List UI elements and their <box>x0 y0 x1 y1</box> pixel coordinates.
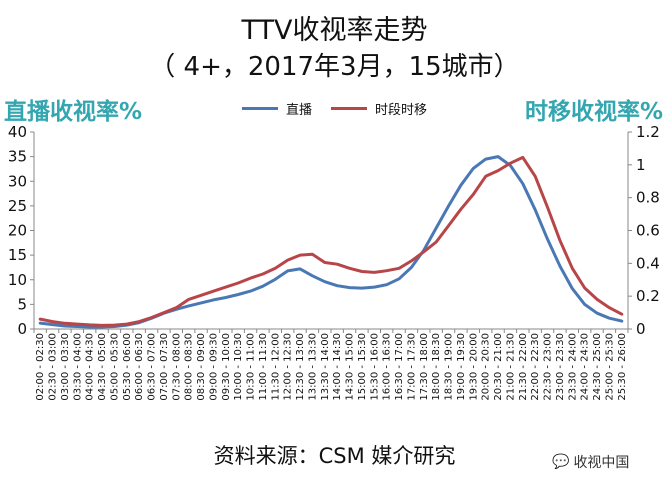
x-tick-label: 02:00 - 02:30 <box>35 333 46 401</box>
left-tick-label: 15 <box>8 246 27 264</box>
source-note: 资料来源：CSM 媒介研究 <box>213 444 456 468</box>
x-tick-label: 15:00 - 15:30 <box>357 333 368 401</box>
series-line-live <box>38 155 624 329</box>
left-tick-label: 5 <box>17 295 27 313</box>
wechat-bubble-icon: 💬 <box>552 454 570 470</box>
x-tick-label: 05:00 - 05:30 <box>109 333 120 401</box>
right-tick-label: 0.2 <box>636 287 660 305</box>
legend-label-live: 直播 <box>286 103 313 118</box>
left-tick-label: 10 <box>8 271 27 289</box>
legend-swatch-timeshift <box>331 107 367 110</box>
right-axis-title: 时移收视率% <box>524 99 663 125</box>
left-tick-label: 25 <box>8 197 27 215</box>
chart-title: TTV收视率走势 <box>241 15 428 46</box>
x-tick-label: 22:00 - 22:30 <box>530 333 541 401</box>
x-tick-label: 22:30 - 23:00 <box>543 333 554 401</box>
x-tick-label: 24:30 - 25:00 <box>592 333 603 401</box>
x-tick-label: 03:30 - 04:00 <box>72 333 83 401</box>
x-tick-label: 23:30 - 24:00 <box>567 333 578 401</box>
legend-item-timeshift: 时段时移 <box>331 99 427 118</box>
x-tick-label: 06:00 - 06:30 <box>134 333 145 401</box>
x-tick-label: 04:00 - 04:30 <box>85 333 96 401</box>
x-tick-label: 13:00 - 13:30 <box>307 333 318 401</box>
x-tick-label: 12:00 - 12:30 <box>283 333 294 401</box>
x-tick-label: 08:00 - 08:30 <box>184 333 195 401</box>
x-tick-label: 10:00 - 10:30 <box>233 333 244 401</box>
x-tick-label: 19:00 - 19:30 <box>456 333 467 401</box>
x-tick-label: 17:00 - 17:30 <box>406 333 417 401</box>
left-tick-label: 30 <box>8 172 27 190</box>
left-tick-label: 40 <box>8 123 27 141</box>
right-tick-label: 1.2 <box>636 123 660 141</box>
x-tick-label: 15:30 - 16:00 <box>369 333 380 401</box>
x-tick-label: 16:30 - 17:00 <box>394 333 405 401</box>
chart-subtitle: （ 4+，2017年3月，15城市） <box>149 52 520 82</box>
x-tick-label: 14:00 - 14:30 <box>332 333 343 401</box>
x-tick-label: 21:00 - 21:30 <box>505 333 516 401</box>
x-tick-label: 18:30 - 19:00 <box>444 333 455 401</box>
x-tick-label: 11:30 - 12:00 <box>270 333 281 401</box>
legend-label-timeshift: 时段时移 <box>375 103 428 118</box>
x-tick-label: 09:00 - 09:30 <box>208 333 219 401</box>
x-tick-label: 20:00 - 20:30 <box>481 333 492 401</box>
left-tick-label: 0 <box>17 320 27 338</box>
x-tick-label: 24:00 - 24:30 <box>580 333 591 401</box>
x-tick-label: 07:00 - 07:30 <box>159 333 170 401</box>
right-tick-label: 0.6 <box>636 222 660 240</box>
x-tick-label: 08:30 - 09:00 <box>196 333 207 401</box>
x-tick-label: 07:30 - 08:00 <box>171 333 182 401</box>
x-tick-label: 18:00 - 18:30 <box>431 333 442 401</box>
x-tick-label: 12:30 - 13:00 <box>295 333 306 401</box>
x-tick-label: 19:30 - 20:00 <box>468 333 479 401</box>
left-tick-label: 35 <box>8 148 27 166</box>
x-tick-label: 11:00 - 11:30 <box>258 333 269 401</box>
x-tick-label: 25:30 - 26:00 <box>617 333 628 401</box>
series-line-timeshift <box>38 155 624 327</box>
x-tick-label: 25:00 - 25:30 <box>604 333 615 401</box>
x-tick-label: 03:00 - 03:30 <box>60 333 71 401</box>
x-tick-label: 13:30 - 14:00 <box>320 333 331 401</box>
legend-item-live: 直播 <box>242 99 312 118</box>
right-tick-label: 1 <box>636 156 646 174</box>
left-tick-label: 20 <box>8 222 27 240</box>
watermark-text: 收视中国 <box>573 455 630 471</box>
x-tick-label: 05:30 - 06:00 <box>122 333 133 401</box>
watermark: 💬 收视中国 <box>552 452 629 472</box>
x-tick-label: 09:30 - 10:00 <box>221 333 232 401</box>
right-tick-label: 0.4 <box>636 254 660 272</box>
x-tick-label: 16:00 - 16:30 <box>382 333 393 401</box>
x-tick-label: 21:30 - 22:00 <box>518 333 529 401</box>
left-axis-title: 直播收视率% <box>4 99 143 125</box>
x-tick-label: 23:00 - 23:30 <box>555 333 566 401</box>
x-tick-label: 17:30 - 18:00 <box>419 333 430 401</box>
x-tick-label: 20:30 - 21:00 <box>493 333 504 401</box>
x-tick-label: 06:30 - 07:00 <box>147 333 158 401</box>
x-tick-label: 14:30 - 15:00 <box>345 333 356 401</box>
legend-swatch-live <box>242 107 278 110</box>
x-tick-label: 02:30 - 03:00 <box>48 333 59 401</box>
x-tick-label: 10:30 - 11:00 <box>246 333 257 401</box>
right-tick-label: 0 <box>636 320 646 338</box>
right-tick-label: 0.8 <box>636 189 660 207</box>
x-tick-label: 04:30 - 05:00 <box>97 333 108 401</box>
